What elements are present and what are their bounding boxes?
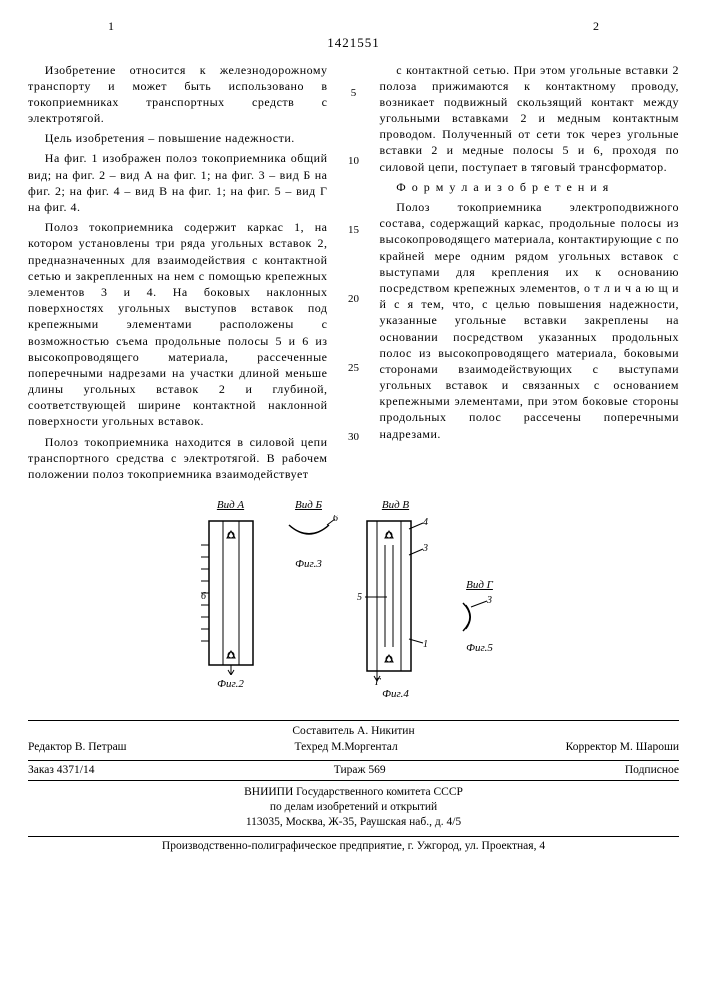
line-num: 25 — [348, 361, 359, 376]
vniipi-block: ВНИИПИ Государственного комитета СССР по… — [28, 785, 679, 830]
order-num: Заказ 4371/14 — [28, 763, 95, 779]
fig4-drawing: 4 3 5 1 Г — [357, 515, 435, 685]
column-1: Изобретение относится к железнодорожному… — [28, 62, 328, 487]
figure-5: Вид Г 3 Фиг.5 — [453, 578, 507, 656]
svg-text:1: 1 — [423, 639, 428, 650]
patent-page: 1 2 1421551 Изобретение относится к желе… — [0, 0, 707, 1000]
fig-caption: Фиг.3 — [279, 557, 339, 572]
fig-label: Вид Г — [453, 578, 507, 593]
fig3-drawing: 6 — [279, 515, 339, 555]
svg-text:4: 4 — [423, 517, 428, 528]
para: Изобретение относится к железнодорожному… — [28, 62, 328, 127]
fig-label: Вид Б — [279, 498, 339, 513]
fig-label: Вид В — [357, 498, 435, 513]
svg-text:5: 5 — [357, 592, 362, 603]
vniipi-line: ВНИИПИ Государственного комитета СССР — [28, 785, 679, 800]
line-num: 10 — [348, 154, 359, 169]
para: На фиг. 1 изображен полоз токоприемника … — [28, 150, 328, 215]
claim-heading: Ф о р м у л а и з о б р е т е н и я — [380, 179, 680, 195]
vniipi-line: по делам изобретений и открытий — [28, 800, 679, 815]
document-number: 1421551 — [28, 34, 679, 52]
fig2-drawing: 6 Б — [201, 515, 261, 675]
para: с контактной сетью. При этом угольные вс… — [380, 62, 680, 175]
svg-text:3: 3 — [486, 595, 492, 606]
page-num-right: 2 — [593, 18, 599, 34]
page-num-left: 1 — [108, 18, 114, 34]
para: Полоз токоприемника содержит каркас 1, н… — [28, 219, 328, 429]
fig-caption: Фиг.2 — [201, 677, 261, 692]
compiler: Составитель А. Никитин — [28, 724, 679, 740]
para: Цель изобретения – повышение надежности. — [28, 130, 328, 146]
figure-2: Вид А 6 Б Фиг.2 — [201, 498, 261, 692]
page-numbers: 1 2 — [28, 18, 679, 32]
text-columns: Изобретение относится к железнодорожному… — [28, 62, 679, 487]
line-num: 30 — [348, 430, 359, 445]
vniipi-line: 113035, Москва, Ж-35, Раушская наб., д. … — [28, 815, 679, 830]
line-num: 15 — [348, 223, 359, 238]
line-num: 20 — [348, 292, 359, 307]
fig-caption: Фиг.4 — [357, 687, 435, 702]
corrector: Корректор М. Шароши — [566, 740, 679, 756]
figure-4: Вид В 4 3 5 1 Г — [357, 498, 435, 702]
techred: Техред М.Моргентал — [295, 740, 398, 756]
printer-line: Производственно-полиграфическое предприя… — [28, 836, 679, 855]
tirazh: Тираж 569 — [334, 763, 386, 779]
svg-text:3: 3 — [422, 543, 428, 554]
column-2: с контактной сетью. При этом угольные вс… — [380, 62, 680, 487]
line-num: 5 — [351, 86, 357, 101]
fig5-drawing: 3 — [453, 595, 507, 639]
para: Полоз токоприемника находится в силовой … — [28, 434, 328, 483]
fig-label: Вид А — [201, 498, 261, 513]
subscription: Подписное — [625, 763, 679, 779]
figures-row: Вид А 6 Б Фиг.2 — [28, 498, 679, 702]
fig-caption: Фиг.5 — [453, 641, 507, 656]
order-line: Заказ 4371/14 Тираж 569 Подписное — [28, 760, 679, 782]
svg-text:6: 6 — [201, 591, 206, 602]
line-number-gutter: 5 10 15 20 25 30 — [346, 62, 362, 487]
para: Полоз токоприемника электроподвижного со… — [380, 199, 680, 442]
credits-block: Составитель А. Никитин Редактор В. Петра… — [28, 720, 679, 855]
editor: Редактор В. Петраш — [28, 740, 127, 756]
svg-text:6: 6 — [333, 515, 338, 524]
figure-3: Вид Б 6 Фиг.3 — [279, 498, 339, 572]
